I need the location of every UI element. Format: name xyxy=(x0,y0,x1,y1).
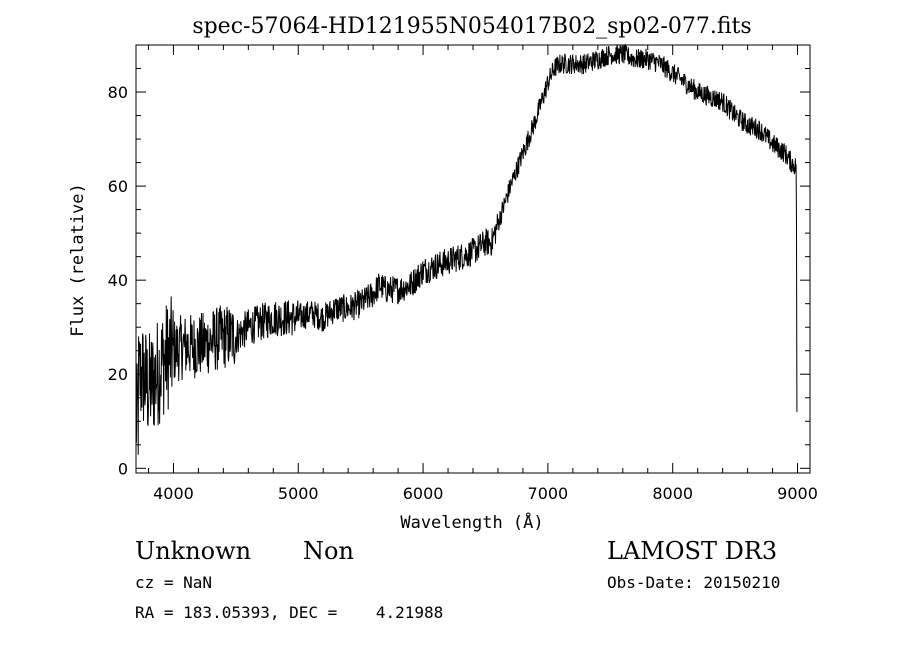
y-tick-label: 20 xyxy=(108,365,128,384)
x-tick-label: 4000 xyxy=(153,484,194,503)
plot-frame xyxy=(135,44,811,474)
x-tick-label: 9000 xyxy=(777,484,818,503)
x-tick-labels: 4000 5000 6000 7000 8000 9000 xyxy=(153,484,818,503)
ra-dec: RA = 183.05393, DEC = 4.21988 xyxy=(135,603,444,622)
spectrum-line xyxy=(135,43,798,455)
x-tick-label: 7000 xyxy=(528,484,569,503)
object-class: Unknown xyxy=(135,537,252,565)
y-tick-label: 80 xyxy=(108,83,128,102)
x-tick-label: 5000 xyxy=(278,484,319,503)
object-subclass: Non xyxy=(303,537,354,565)
y-tick-label: 60 xyxy=(108,177,128,196)
y-tick-label: 40 xyxy=(108,271,128,290)
x-axis-label: Wavelength (Å) xyxy=(400,511,543,533)
x-tick-label: 6000 xyxy=(403,484,444,503)
survey-name: LAMOST DR3 xyxy=(607,537,778,565)
observation-date: Obs-Date: 20150210 xyxy=(607,573,781,592)
y-tick-labels: 0 20 40 60 80 xyxy=(108,83,128,478)
axis-ticks xyxy=(136,44,810,473)
y-tick-label: 0 xyxy=(118,459,128,478)
chart-title: spec-57064-HD121955N054017B02_sp02-077.f… xyxy=(192,14,751,39)
redshift-cz: cz = NaN xyxy=(135,573,213,592)
x-tick-label: 8000 xyxy=(652,484,693,503)
y-axis-label: Flux (relative) xyxy=(68,183,88,337)
